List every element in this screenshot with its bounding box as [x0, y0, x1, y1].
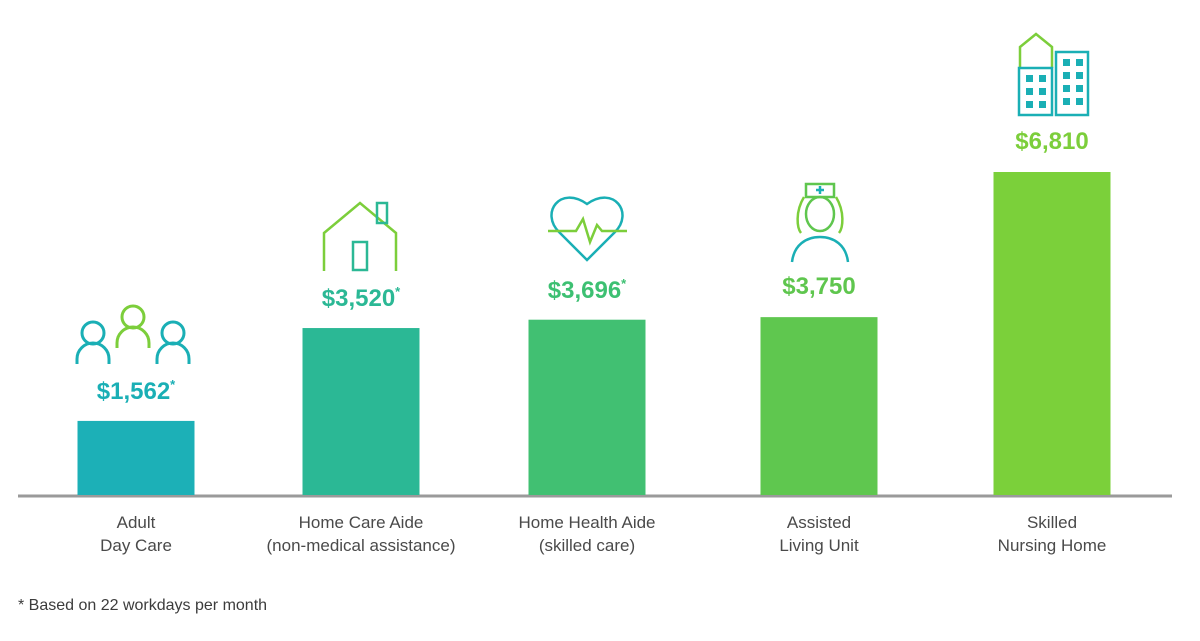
bar-2	[528, 319, 646, 495]
category-label-line: Home Care Aide	[298, 513, 424, 532]
value-label-text: $3,696	[547, 276, 622, 304]
category-label-line: (skilled care)	[538, 536, 636, 555]
footnote: * Based on 22 workdays per month	[18, 597, 268, 614]
category-label-0: Adult Day Care	[16, 511, 256, 557]
value-label-1: $3,520*	[261, 284, 461, 313]
category-label-1: Home Care Aide (non-medical assistance)	[241, 511, 481, 557]
bar-4	[993, 172, 1111, 495]
category-label-line: Home Health Aide	[518, 513, 656, 532]
value-label-2: $3,696*	[487, 276, 687, 305]
house-icon	[322, 201, 398, 272]
nurse-icon	[790, 182, 850, 263]
value-label-4: $6,810	[952, 128, 1152, 156]
people-group-icon	[75, 304, 191, 364]
value-label-0: $1,562*	[36, 377, 236, 406]
category-label-line: Skilled	[1026, 513, 1078, 532]
category-label-2: Home Health Aide (skilled care)	[467, 511, 707, 557]
category-label-3: Assisted Living Unit	[699, 511, 939, 557]
asterisk-mark: *	[621, 275, 627, 291]
bar-3	[760, 317, 878, 495]
value-label-text: $3,750	[782, 273, 856, 301]
category-label-line: Assisted	[786, 513, 852, 532]
value-label-text: $3,520	[321, 285, 396, 313]
value-label-text: $1,562	[96, 377, 171, 405]
category-label-line: (non-medical assistance)	[266, 536, 456, 555]
heart-heartbeat-icon	[548, 196, 627, 262]
category-label-line: Living Unit	[779, 536, 859, 555]
asterisk-mark: *	[170, 376, 176, 392]
category-label-4: Skilled Nursing Home	[932, 511, 1172, 557]
asterisk-mark: *	[395, 284, 401, 300]
bar-1	[302, 328, 420, 495]
value-label-text: $6,810	[1015, 128, 1089, 155]
bar-0	[77, 420, 195, 495]
buildings-icon	[1017, 32, 1090, 117]
category-label-line: Day Care	[100, 536, 172, 555]
category-label-line: Adult	[116, 513, 156, 532]
category-label-line: Nursing Home	[997, 536, 1107, 555]
value-label-3: $3,750	[719, 273, 919, 301]
